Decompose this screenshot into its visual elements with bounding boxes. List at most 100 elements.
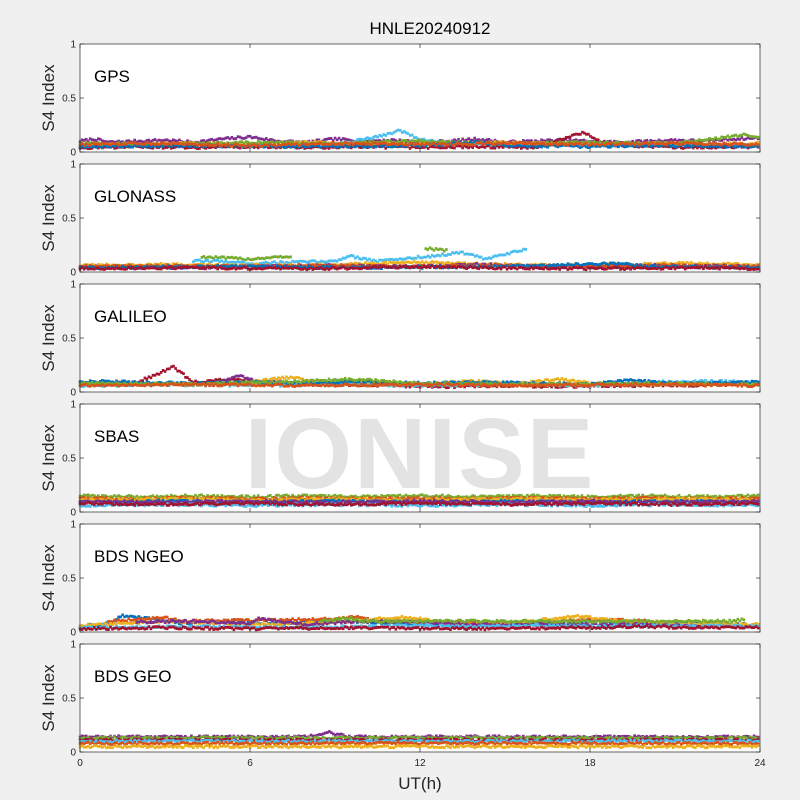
data-point: [459, 250, 462, 254]
data-point: [600, 261, 604, 265]
data-point: [275, 262, 278, 265]
data-point: [449, 141, 452, 145]
data-point: [139, 264, 143, 267]
data-point: [192, 145, 195, 149]
data-point: [208, 138, 211, 142]
data-point: [627, 144, 630, 148]
data-point: [354, 145, 357, 149]
data-point: [246, 267, 250, 271]
data-point: [742, 264, 746, 267]
data-point: [402, 130, 406, 133]
data-point: [590, 266, 594, 270]
data-point: [698, 264, 701, 268]
data-point: [414, 264, 418, 268]
data-point: [263, 267, 266, 270]
data-point: [321, 143, 325, 146]
data-point: [358, 142, 361, 146]
data-point: [408, 261, 412, 264]
data-point: [350, 263, 353, 267]
data-point: [295, 260, 298, 263]
data-point: [216, 256, 220, 260]
data-point: [358, 267, 361, 271]
data-point: [95, 266, 98, 270]
data-point: [376, 139, 379, 143]
data-point: [550, 267, 553, 270]
data-point: [317, 261, 321, 264]
data-point: [390, 145, 394, 149]
data-point: [578, 141, 582, 145]
data-point: [250, 267, 254, 271]
data-point: [714, 145, 717, 148]
data-point: [728, 264, 731, 268]
data-point: [748, 137, 752, 140]
data-point: [588, 262, 592, 265]
data-point: [473, 254, 477, 258]
data-point: [424, 247, 428, 251]
data-point: [683, 145, 687, 148]
data-point: [159, 142, 163, 145]
data-point: [354, 261, 357, 265]
data-point: [289, 255, 292, 259]
data-point: [194, 142, 197, 146]
data-point: [394, 129, 398, 133]
data-point: [97, 137, 100, 141]
data-point: [398, 257, 402, 261]
data-point: [584, 262, 588, 266]
data-point: [192, 264, 195, 268]
data-point: [513, 266, 517, 270]
data-point: [598, 143, 602, 147]
data-point: [722, 263, 725, 267]
data-point: [526, 142, 529, 146]
data-point: [169, 140, 173, 143]
data-point: [457, 138, 460, 141]
data-point: [335, 142, 339, 146]
data-point: [242, 141, 246, 145]
data-point: [696, 140, 699, 144]
data-point: [229, 378, 232, 382]
data-point: [356, 266, 359, 270]
data-point: [273, 145, 276, 149]
data-point: [673, 145, 677, 149]
data-point: [734, 133, 738, 137]
data-point: [161, 145, 165, 149]
data-point: [321, 146, 325, 150]
data-point: [305, 260, 309, 264]
data-point: [111, 266, 114, 270]
data-point: [323, 138, 327, 141]
data-point: [645, 264, 649, 268]
data-point: [285, 264, 288, 267]
data-point: [750, 145, 754, 148]
data-point: [609, 266, 612, 270]
data-point: [564, 264, 568, 267]
data-point: [677, 266, 681, 269]
data-point: [702, 262, 705, 266]
data-point: [497, 141, 501, 145]
data-point: [115, 266, 118, 270]
data-point: [495, 144, 499, 148]
data-point: [93, 263, 96, 267]
data-point: [212, 138, 215, 142]
y-tick-label: 1: [70, 40, 76, 51]
data-point: [125, 142, 128, 146]
data-point: [260, 137, 264, 141]
data-point: [224, 378, 228, 382]
data-point: [513, 144, 517, 147]
data-point: [540, 267, 543, 270]
data-point: [210, 379, 213, 383]
data-point: [175, 262, 179, 266]
data-point: [244, 140, 248, 143]
data-point: [323, 264, 327, 267]
data-point: [428, 145, 432, 148]
data-point: [623, 142, 626, 146]
data-point: [406, 139, 410, 142]
data-point: [248, 144, 252, 148]
data-point: [661, 142, 665, 146]
data-point: [88, 141, 92, 145]
data-point: [121, 264, 124, 268]
data-point: [210, 256, 214, 260]
data-point: [368, 142, 371, 146]
data-point: [390, 140, 394, 144]
data-point: [372, 266, 375, 270]
data-point: [238, 256, 242, 260]
data-point: [501, 140, 505, 144]
